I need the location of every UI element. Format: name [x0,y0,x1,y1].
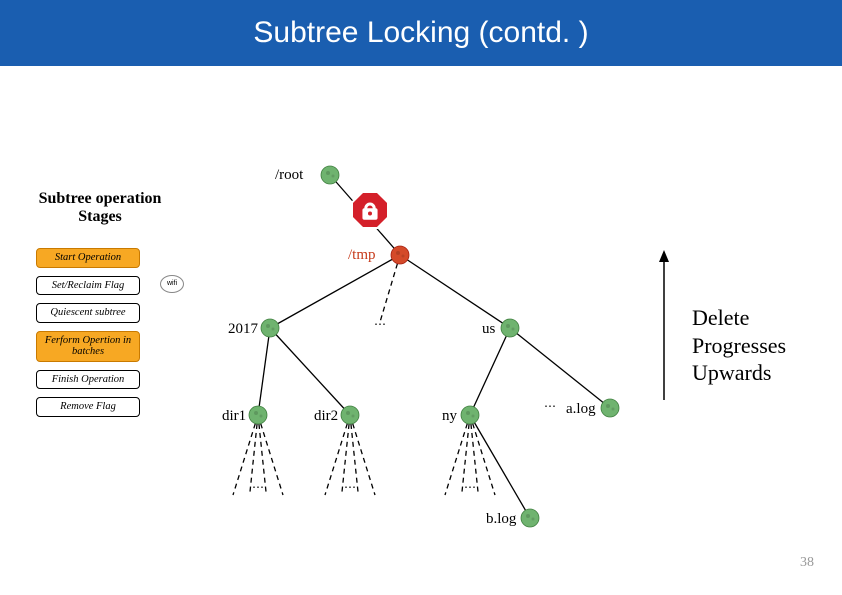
slide-title: Subtree Locking (contd. ) [253,16,588,50]
page-number: 38 [800,555,814,571]
tree-node [601,399,619,417]
tree-node [321,166,339,184]
tree-node-label: b.log [486,511,517,527]
filesystem-tree-diagram: ⋯ ⋯ ⋯ ⋯ ⋯ /root/tmp 2017 us dir1 dir2 ny a.log b.log [210,150,640,550]
stages-heading-l1: Subtree operation [39,190,162,207]
tree-node-label: /root [275,167,304,183]
delete-l1: Delete [692,305,749,330]
tree-node [461,406,479,424]
stage-box: Finish Operation [36,370,140,390]
delete-upwards-label: Delete Progresses Upwards [692,304,786,387]
tree-node-label: 2017 [228,321,259,337]
stages-heading-l2: Stages [78,208,122,225]
svg-text:⋯: ⋯ [544,399,556,413]
stage-box: Remove Flag [36,397,140,417]
stage-box: Ferform Opertion in batches [36,331,140,362]
tree-node-label: /tmp [348,247,376,263]
svg-text:⋯: ⋯ [374,317,386,331]
tree-node [501,319,519,337]
svg-text:⋯: ⋯ [344,480,356,494]
slide-header: Subtree Locking (contd. ) [0,0,842,66]
tree-node-label: a.log [566,401,596,417]
wifi-icon: wifi [160,275,184,293]
svg-text:⋯: ⋯ [464,480,476,494]
tree-node-label: us [482,321,496,337]
tree-node-label: dir2 [314,408,338,424]
tree-node [261,319,279,337]
tree-node [521,509,539,527]
stages-column: Start OperationSet/Reclaim FlagwifiQuies… [32,248,144,425]
stage-box: Start Operation [36,248,140,268]
tree-node [391,246,409,264]
tree-node-label: dir1 [222,408,246,424]
tree-node [249,406,267,424]
tree-node-label: ny [442,408,458,424]
stage-box: Quiescent subtree [36,303,140,323]
svg-text:⋯: ⋯ [252,480,264,494]
delete-l2: Progresses [692,333,786,358]
delete-l3: Upwards [692,360,771,385]
stage-box: Set/Reclaim Flag [36,276,140,296]
stages-heading: Subtree operation Stages [30,190,170,227]
tree-node [341,406,359,424]
